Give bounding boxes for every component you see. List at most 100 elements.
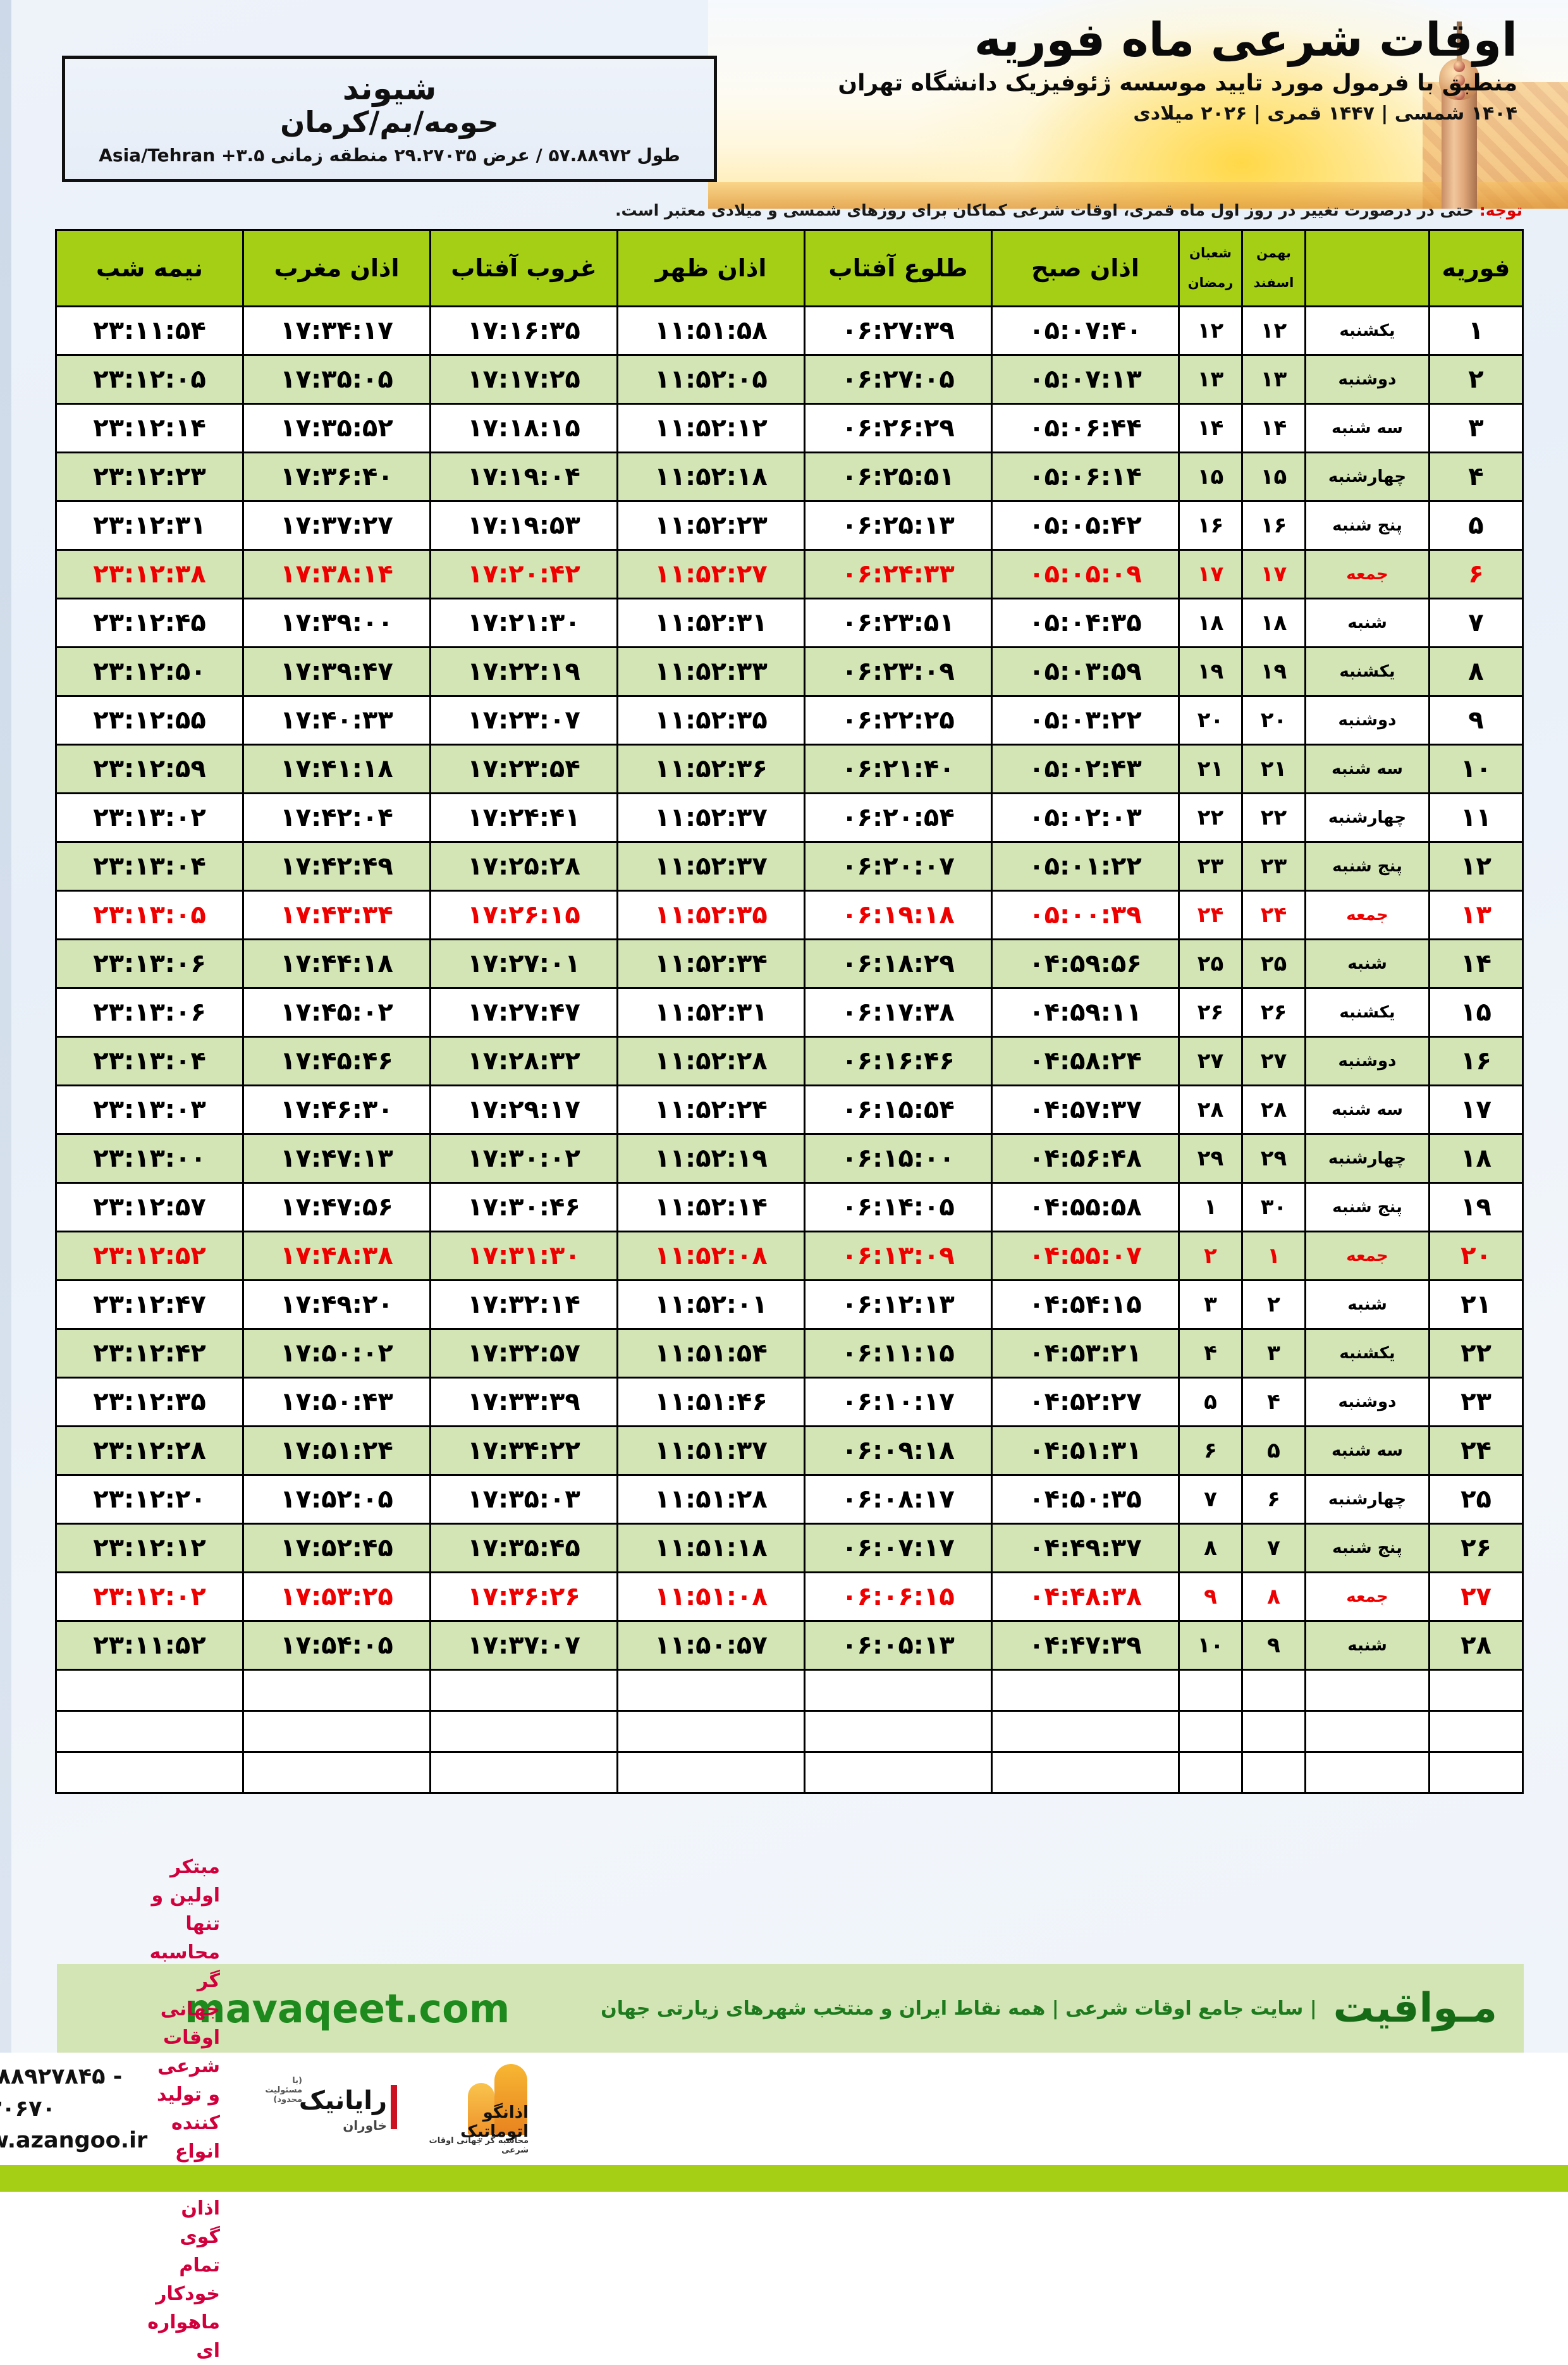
dhuhr-time: ۱۱:۵۲:۳۷	[616, 841, 805, 892]
sunrise-time: ۰۶:۲۳:۰۹	[804, 646, 993, 697]
footer-phone: ۰۲۱-۸۸۹۲۷۸۴۵ - ۸۸۹۳۰۶۷۰	[0, 2063, 123, 2122]
col-header-midnight: نیمه شب	[55, 229, 244, 307]
sunset-time: ۱۷:۲۲:۱۹	[429, 646, 618, 697]
sunrise-time: ۰۶:۲۷:۳۹	[804, 305, 993, 356]
dhuhr-time: ۱۱:۵۲:۱۹	[616, 1133, 805, 1184]
sunset-time: ۱۷:۱۹:۰۴	[429, 452, 618, 502]
col-header-maghrib: اذان مغرب	[242, 229, 431, 307]
maghrib-time: ۱۷:۳۹:۰۰	[242, 598, 431, 648]
lunar-day-number: ۸	[1178, 1523, 1243, 1573]
table-row: ۲۴ سه شنبه ۵ ۶ ۰۴:۵۱:۳۱ ۰۶:۰۹:۱۸ ۱۱:۵۱:۳۷ ۱۷:۳۴…	[55, 1425, 1524, 1476]
lunar-day-number: ۴	[1178, 1328, 1243, 1379]
azangoo-logo-icon: اذانگو اتوماتیک محاسبه گر جهانی اوقات شر…	[411, 2061, 531, 2156]
fajr-time: ۰۴:۴۷:۳۹	[991, 1620, 1180, 1671]
weekday-name: جمعه	[1304, 890, 1430, 940]
weekday-name: دوشنبه	[1304, 695, 1430, 746]
empty-cell	[429, 1751, 618, 1794]
sunrise-time: ۰۶:۱۱:۱۵	[804, 1328, 993, 1379]
day-number-february: ۲۵	[1428, 1474, 1524, 1525]
sunset-time: ۱۷:۳۳:۳۹	[429, 1377, 618, 1427]
table-row: ۱۸ چهارشنبه ۲۹ ۲۹ ۰۴:۵۶:۴۸ ۰۶:۱۵:۰۰ ۱۱:۵۲:۱۹ ۱۷…	[55, 1133, 1524, 1184]
sunset-time: ۱۷:۲۷:۰۱	[429, 938, 618, 989]
midnight-time: ۲۳:۱۱:۵۲	[55, 1620, 244, 1671]
lunar-day-number: ۱۳	[1178, 354, 1243, 405]
lunar-day-number: ۲۶	[1178, 987, 1243, 1038]
midnight-time: ۲۳:۱۳:۰۴	[55, 1036, 244, 1086]
day-number-february: ۱۹	[1428, 1182, 1524, 1232]
sunrise-time: ۰۶:۰۷:۱۷	[804, 1523, 993, 1573]
promo-tagline: | سایت جامع اوقات شرعی | همه نقاط ایران …	[601, 1997, 1317, 2020]
empty-cell	[1304, 1669, 1430, 1712]
lunar-day-number: ۱۰	[1178, 1620, 1243, 1671]
empty-cell	[55, 1669, 244, 1712]
table-row: ۹ دوشنبه ۲۰ ۲۰ ۰۵:۰۳:۲۲ ۰۶:۲۲:۲۵ ۱۱:۵۲:۳۵ ۱۷:۲۳…	[55, 695, 1524, 746]
dhuhr-time: ۱۱:۵۲:۲۷	[616, 549, 805, 599]
maghrib-time: ۱۷:۵۳:۲۵	[242, 1571, 431, 1622]
city-region: حومه/بم/کرمان	[280, 105, 499, 140]
sunset-time: ۱۷:۲۷:۴۷	[429, 987, 618, 1038]
fajr-time: ۰۴:۵۶:۴۸	[991, 1133, 1180, 1184]
day-number-february: ۱۵	[1428, 987, 1524, 1038]
empty-cell	[1304, 1710, 1430, 1753]
sunrise-time: ۰۶:۱۵:۰۰	[804, 1133, 993, 1184]
table-header-row: فوریه بهمن اسفند شعبان رمضان	[55, 229, 1524, 307]
city-info-box: شیوند حومه/بم/کرمان طول ۵۷.۸۸۹۷۲ / عرض ۲…	[62, 56, 717, 182]
sunset-time: ۱۷:۲۰:۴۲	[429, 549, 618, 599]
sunrise-time: ۰۶:۱۲:۱۳	[804, 1279, 993, 1330]
rayaneek-logo-icon: رایانیک خاوران (با مسئولیت محدود)	[264, 2065, 397, 2153]
maghrib-time: ۱۷:۳۹:۴۷	[242, 646, 431, 697]
solar-day-number: ۲۴	[1241, 890, 1306, 940]
solar-day-number: ۲۶	[1241, 987, 1306, 1038]
dhuhr-time: ۱۱:۵۲:۱۲	[616, 403, 805, 453]
table-row-empty	[55, 1669, 1524, 1712]
table-row: ۲۸ شنبه ۹ ۱۰ ۰۴:۴۷:۳۹ ۰۶:۰۵:۱۳ ۱۱:۵۰:۵۷ ۱۷:۳۷:۰…	[55, 1620, 1524, 1671]
empty-cell	[1178, 1751, 1243, 1794]
azangoo-logo-word: اذانگو اتوماتیک	[460, 2103, 529, 2141]
lunar-day-number: ۱۲	[1178, 305, 1243, 356]
midnight-time: ۲۳:۱۲:۵۷	[55, 1182, 244, 1232]
midnight-time: ۲۳:۱۲:۳۵	[55, 1377, 244, 1427]
maghrib-time: ۱۷:۳۸:۱۴	[242, 549, 431, 599]
promo-website-link[interactable]: mavaqeet.com	[185, 1985, 510, 2032]
solar-month-bottom: اسفند	[1253, 275, 1294, 290]
empty-cell	[55, 1710, 244, 1753]
day-number-february: ۱۱	[1428, 792, 1524, 843]
weekday-name: شنبه	[1304, 938, 1430, 989]
empty-cell	[991, 1710, 1180, 1753]
midnight-time: ۲۳:۱۲:۴۲	[55, 1328, 244, 1379]
empty-cell	[429, 1710, 618, 1753]
dhuhr-time: ۱۱:۵۲:۳۷	[616, 792, 805, 843]
maghrib-time: ۱۷:۴۷:۱۳	[242, 1133, 431, 1184]
lunar-month-bottom: رمضان	[1187, 275, 1234, 290]
table-row: ۵ پنج شنبه ۱۶ ۱۶ ۰۵:۰۵:۴۲ ۰۶:۲۵:۱۳ ۱۱:۵۲:۲۳ ۱۷:…	[55, 500, 1524, 551]
day-number-february: ۲۰	[1428, 1231, 1524, 1281]
col-header-sunrise: طلوع آفتاب	[804, 229, 993, 307]
maghrib-time: ۱۷:۴۷:۵۶	[242, 1182, 431, 1232]
weekday-name: دوشنبه	[1304, 1036, 1430, 1086]
dhuhr-time: ۱۱:۵۲:۰۱	[616, 1279, 805, 1330]
day-number-february: ۹	[1428, 695, 1524, 746]
dhuhr-time: ۱۱:۵۲:۳۱	[616, 987, 805, 1038]
midnight-time: ۲۳:۱۲:۲۳	[55, 452, 244, 502]
empty-cell	[242, 1751, 431, 1794]
day-number-february: ۱۳	[1428, 890, 1524, 940]
footer-website[interactable]: www.azangoo.ir	[0, 2128, 148, 2154]
sunrise-time: ۰۶:۰۹:۱۸	[804, 1425, 993, 1476]
dhuhr-time: ۱۱:۵۲:۰۸	[616, 1231, 805, 1281]
empty-cell	[991, 1669, 1180, 1712]
sunrise-time: ۰۶:۱۰:۱۷	[804, 1377, 993, 1427]
weekday-name: دوشنبه	[1304, 354, 1430, 405]
note-label: توجه:	[1479, 201, 1522, 219]
empty-cell	[1304, 1751, 1430, 1794]
fajr-time: ۰۴:۵۵:۰۷	[991, 1231, 1180, 1281]
table-row: ۱۲ پنج شنبه ۲۳ ۲۳ ۰۵:۰۱:۲۲ ۰۶:۲۰:۰۷ ۱۱:۵۲:۳۷ ۱۷…	[55, 841, 1524, 892]
midnight-time: ۲۳:۱۳:۰۳	[55, 1084, 244, 1135]
maghrib-time: ۱۷:۵۲:۰۵	[242, 1474, 431, 1525]
fajr-time: ۰۴:۵۲:۲۷	[991, 1377, 1180, 1427]
day-number-february: ۶	[1428, 549, 1524, 599]
day-number-february: ۱۸	[1428, 1133, 1524, 1184]
lunar-day-number: ۱۵	[1178, 452, 1243, 502]
sunrise-time: ۰۶:۲۱:۴۰	[804, 744, 993, 794]
solar-day-number: ۷	[1241, 1523, 1306, 1573]
